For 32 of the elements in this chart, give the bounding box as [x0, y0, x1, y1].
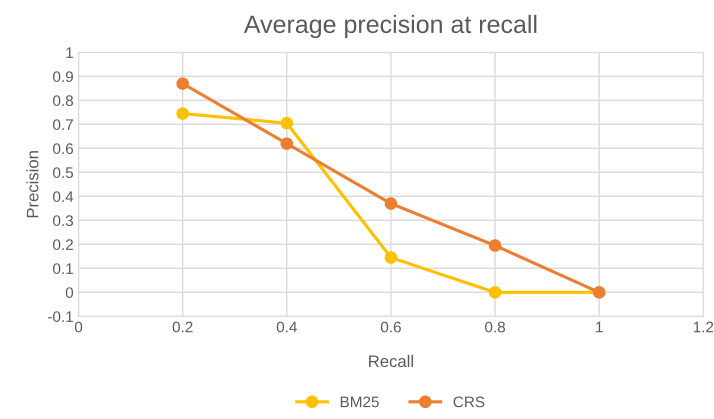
x-tick-label: 0.6 [380, 322, 401, 332]
legend-label: CRS [454, 396, 484, 408]
x-tick-label: 0.2 [172, 322, 193, 332]
point [384, 197, 398, 210]
y-tick-label: 0.8 [53, 95, 74, 106]
y-tick-label: 0.2 [53, 239, 73, 250]
point [488, 239, 502, 252]
x-tick-label: 0.4 [276, 322, 297, 332]
y-tick-label: 0.1 [53, 263, 73, 274]
y-tick-label: 0.7 [53, 119, 73, 130]
y-tick-label: 0 [66, 287, 74, 298]
y-tick-label: 0.5 [53, 167, 74, 178]
point [176, 107, 189, 120]
legend-label: BM25 [340, 396, 379, 408]
x-tick-label: 1.2 [694, 322, 714, 332]
y-tick-label: 0.3 [53, 215, 74, 226]
point [384, 251, 398, 264]
y-tick-label: 0.6 [53, 143, 74, 154]
y-tick-label: 0.9 [53, 71, 73, 82]
y-tick-label: 0.4 [53, 191, 74, 202]
x-axis-title: Recall [369, 354, 413, 368]
point [280, 116, 294, 130]
y-tick-label: -0.1 [48, 311, 73, 322]
point [488, 286, 502, 299]
y-tick-label: 1 [66, 47, 73, 58]
chart-title: Average precision at recall [244, 14, 536, 38]
point [176, 77, 189, 90]
x-tick-label: 1 [596, 322, 603, 332]
point [280, 137, 294, 150]
x-tick-label: 0 [74, 322, 82, 332]
x-tick-label: 0.8 [485, 322, 505, 332]
y-axis-title: Precision [26, 151, 39, 218]
